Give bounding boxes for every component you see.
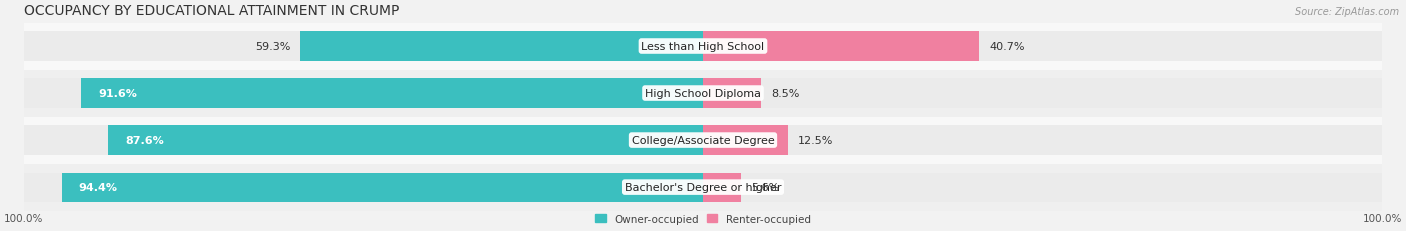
Text: 5.6%: 5.6% xyxy=(751,182,779,192)
Legend: Owner-occupied, Renter-occupied: Owner-occupied, Renter-occupied xyxy=(591,210,815,228)
Bar xyxy=(703,173,741,202)
Text: Source: ZipAtlas.com: Source: ZipAtlas.com xyxy=(1295,7,1399,17)
Text: 59.3%: 59.3% xyxy=(254,42,290,52)
Bar xyxy=(108,126,703,155)
Bar xyxy=(24,70,1382,117)
Bar xyxy=(24,126,703,155)
Text: 40.7%: 40.7% xyxy=(990,42,1025,52)
Text: Less than High School: Less than High School xyxy=(641,42,765,52)
Bar xyxy=(703,79,761,108)
Bar xyxy=(24,32,703,61)
Text: Bachelor's Degree or higher: Bachelor's Degree or higher xyxy=(624,182,782,192)
Bar xyxy=(301,32,703,61)
Bar xyxy=(62,173,703,202)
Bar xyxy=(24,23,1382,70)
Text: College/Associate Degree: College/Associate Degree xyxy=(631,135,775,146)
Text: 91.6%: 91.6% xyxy=(98,89,136,99)
Bar xyxy=(82,79,703,108)
Bar xyxy=(703,126,1382,155)
Bar xyxy=(703,32,1382,61)
Bar xyxy=(703,126,787,155)
Bar xyxy=(24,173,703,202)
Text: 12.5%: 12.5% xyxy=(799,135,834,146)
Bar xyxy=(703,173,1382,202)
Bar xyxy=(24,79,703,108)
Bar xyxy=(703,79,1382,108)
Text: 94.4%: 94.4% xyxy=(79,182,118,192)
Text: 87.6%: 87.6% xyxy=(125,135,163,146)
Bar xyxy=(703,32,980,61)
Bar xyxy=(24,164,1382,211)
Text: 8.5%: 8.5% xyxy=(770,89,799,99)
Bar xyxy=(24,117,1382,164)
Text: OCCUPANCY BY EDUCATIONAL ATTAINMENT IN CRUMP: OCCUPANCY BY EDUCATIONAL ATTAINMENT IN C… xyxy=(24,4,399,18)
Text: High School Diploma: High School Diploma xyxy=(645,89,761,99)
